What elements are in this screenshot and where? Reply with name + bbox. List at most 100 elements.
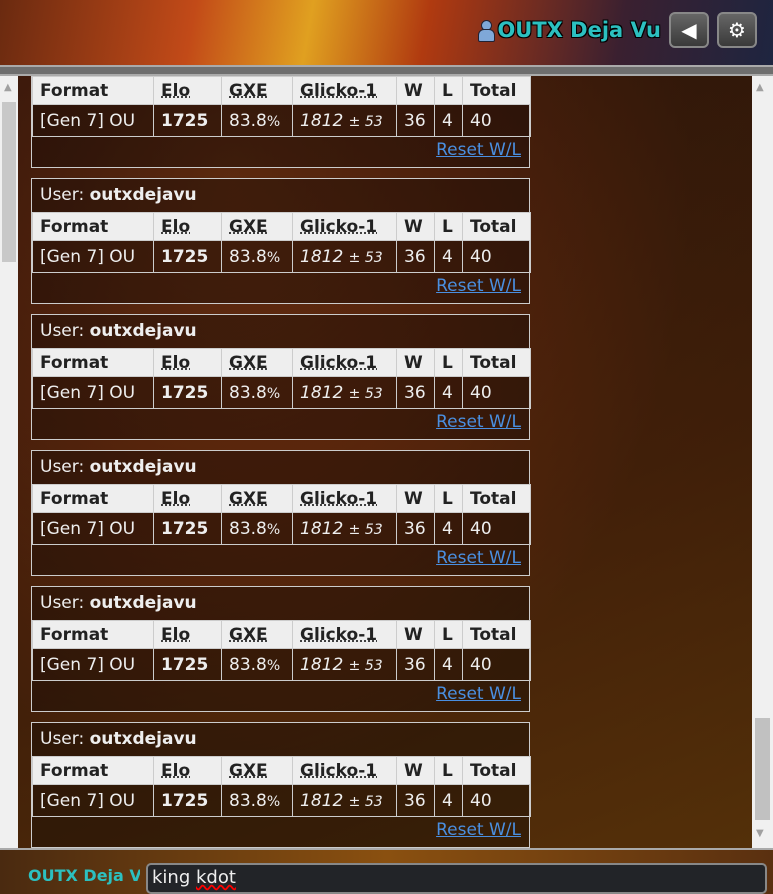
table-row: [Gen 7] OU 1725 83.8% 1812 ± 53 36 4 40 — [32, 784, 531, 817]
col-gxe: GXE — [221, 620, 293, 649]
col-glicko: Glicko-1 — [292, 76, 397, 105]
scrollbar-thumb[interactable] — [755, 718, 770, 820]
col-glicko: Glicko-1 — [292, 620, 397, 649]
gxe-cell: 83.8% — [221, 240, 293, 273]
ladder-result: User: outxdejavu Format Elo GXE Glicko-1… — [31, 586, 531, 712]
user-row: User: outxdejavu — [32, 723, 529, 756]
col-glicko: Glicko-1 — [292, 212, 397, 241]
format-cell: [Gen 7] OU — [32, 784, 154, 817]
col-total: Total — [462, 212, 531, 241]
user-label: User: — [40, 185, 85, 205]
chat-word: kdot — [196, 867, 236, 888]
reset-row: Reset W/L — [32, 409, 529, 439]
table-row: [Gen 7] OU 1725 83.8% 1812 ± 53 36 4 40 — [32, 376, 531, 409]
chat-input[interactable]: king kdot — [146, 863, 767, 894]
col-gxe: GXE — [221, 484, 293, 513]
reset-wl-link[interactable]: Reset W/L — [436, 820, 521, 840]
glicko-abbr: Glicko-1 — [300, 488, 378, 509]
elo-abbr: Elo — [161, 624, 191, 645]
left-scrollbar[interactable]: ▲ — [0, 76, 18, 894]
gxe-abbr: GXE — [229, 80, 268, 101]
losses-cell: 4 — [434, 648, 463, 681]
wins-cell: 36 — [396, 240, 435, 273]
glicko-value: 1812 — [300, 246, 344, 267]
gxe-unit: % — [266, 249, 281, 266]
user-row: User: outxdejavu — [32, 587, 529, 620]
rating-table: Format Elo GXE Glicko-1 W L Total [Gen 7… — [32, 484, 531, 545]
elo-value: 1725 — [161, 382, 209, 403]
col-total: Total — [462, 348, 531, 377]
col-l: L — [434, 756, 463, 785]
glicko-deviation: ± 53 — [348, 793, 383, 810]
speaker-icon: ◀ — [681, 18, 697, 42]
col-glicko: Glicko-1 — [292, 348, 397, 377]
glicko-deviation: ± 53 — [348, 657, 383, 674]
chat-word: king — [152, 867, 191, 888]
glicko-cell: 1812 ± 53 — [292, 648, 397, 681]
glicko-value: 1812 — [300, 110, 344, 131]
gxe-unit: % — [266, 521, 281, 538]
total-cell: 40 — [462, 376, 531, 409]
user-value: outxdejavu — [89, 185, 197, 205]
user-menu[interactable]: OUTX Deja Vu — [477, 18, 661, 42]
col-format: Format — [32, 76, 154, 105]
glicko-abbr: Glicko-1 — [300, 760, 378, 781]
wins-cell: 36 — [396, 376, 435, 409]
glicko-deviation: ± 53 — [348, 385, 383, 402]
elo-abbr: Elo — [161, 488, 191, 509]
elo-abbr: Elo — [161, 352, 191, 373]
reset-wl-link[interactable]: Reset W/L — [436, 684, 521, 704]
settings-button[interactable]: ⚙ — [717, 12, 757, 48]
elo-cell: 1725 — [153, 240, 222, 273]
gear-icon: ⚙ — [728, 18, 746, 42]
scroll-down-icon[interactable]: ▼ — [756, 828, 764, 839]
reset-wl-link[interactable]: Reset W/L — [436, 140, 521, 160]
gxe-unit: % — [266, 657, 281, 674]
col-gxe: GXE — [221, 756, 293, 785]
rating-table: Format Elo GXE Glicko-1 W L Total [Gen 7… — [32, 756, 531, 817]
col-total: Total — [462, 76, 531, 105]
scrollbar-thumb[interactable] — [2, 102, 16, 262]
elo-cell: 1725 — [153, 648, 222, 681]
gxe-value: 83.8 — [229, 518, 267, 539]
gxe-value: 83.8 — [229, 654, 267, 675]
gxe-unit: % — [266, 385, 281, 402]
glicko-cell: 1812 ± 53 — [292, 512, 397, 545]
username[interactable]: OUTX Deja Vu — [497, 18, 661, 42]
header: OUTX Deja Vu ◀ ⚙ — [0, 0, 773, 65]
elo-abbr: Elo — [161, 216, 191, 237]
col-gxe: GXE — [221, 348, 293, 377]
chat-input-bar: OUTX Deja Vu king kdot — [0, 848, 773, 894]
table-row: [Gen 7] OU 1725 83.8% 1812 ± 53 36 4 40 — [32, 104, 531, 137]
gxe-cell: 83.8% — [221, 376, 293, 409]
glicko-abbr: Glicko-1 — [300, 624, 378, 645]
table-row: [Gen 7] OU 1725 83.8% 1812 ± 53 36 4 40 — [32, 240, 531, 273]
reset-wl-link[interactable]: Reset W/L — [436, 548, 521, 568]
right-scrollbar[interactable]: ▲ ▼ — [752, 76, 773, 848]
col-w: W — [396, 76, 435, 105]
col-w: W — [396, 484, 435, 513]
col-format: Format — [32, 212, 154, 241]
reset-wl-link[interactable]: Reset W/L — [436, 276, 521, 296]
col-w: W — [396, 348, 435, 377]
table-row: [Gen 7] OU 1725 83.8% 1812 ± 53 36 4 40 — [32, 648, 531, 681]
col-elo: Elo — [153, 484, 222, 513]
elo-value: 1725 — [161, 790, 209, 811]
scroll-up-icon[interactable]: ▲ — [756, 82, 764, 93]
total-cell: 40 — [462, 104, 531, 137]
gxe-abbr: GXE — [229, 488, 268, 509]
reset-wl-link[interactable]: Reset W/L — [436, 412, 521, 432]
table-header-row: Format Elo GXE Glicko-1 W L Total — [32, 620, 531, 649]
col-format: Format — [32, 620, 154, 649]
table-header-row: Format Elo GXE Glicko-1 W L Total — [32, 76, 531, 105]
col-l: L — [434, 212, 463, 241]
chat-input-value[interactable]: king kdot — [152, 867, 236, 888]
format-cell: [Gen 7] OU — [32, 104, 154, 137]
col-format: Format — [32, 756, 154, 785]
elo-cell: 1725 — [153, 784, 222, 817]
total-cell: 40 — [462, 784, 531, 817]
elo-cell: 1725 — [153, 376, 222, 409]
sound-button[interactable]: ◀ — [669, 12, 709, 48]
col-total: Total — [462, 620, 531, 649]
scroll-up-icon[interactable]: ▲ — [4, 82, 12, 93]
